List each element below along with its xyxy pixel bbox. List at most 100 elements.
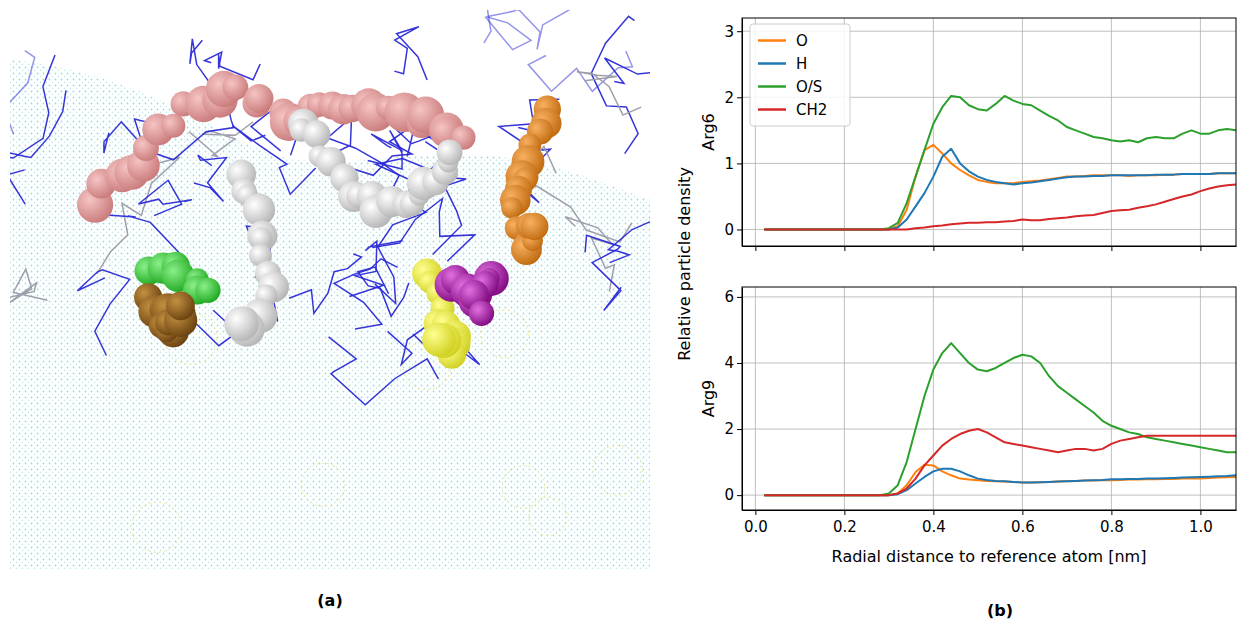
backbone-wire [329,337,439,405]
legend-label: H [796,55,807,73]
solvent-region [10,60,650,570]
y-tick: 2 [724,420,742,438]
legend-label: CH2 [796,101,827,119]
atom-sphere [303,120,331,148]
backbone-wire [394,27,427,80]
y-tick: 3 [724,23,742,41]
series-line [764,469,1236,495]
shared-y-title: Relative particle density [675,167,694,361]
y-tick: 6 [724,288,742,306]
y-tick-mark [737,163,742,164]
x-tick [1111,246,1112,251]
backbone-wire [334,259,398,329]
legend-swatch [758,85,786,88]
x-axis-line [743,510,1237,511]
series-line [764,145,1236,230]
x-tick: 0.2 [833,510,857,536]
x-tick-mark [933,246,934,251]
y-tick: 0 [724,221,742,239]
series-line [764,429,1236,495]
plot-0: 0 1 2 3 Arg6 OHO/SCH2 [699,18,1237,251]
x-tick-label: 0.6 [1011,518,1035,536]
backbone-wire [577,72,641,115]
x-axis: 0.0 0.2 0.4 0.6 0.8 1.0 [743,510,1237,536]
x-axis-title: Radial distance to reference atom [nm] [832,547,1147,566]
atom-sphere [437,140,463,166]
y-axis: 0 1 2 3 [724,19,742,247]
y-tick-mark [737,429,742,430]
x-tick: 0.4 [922,510,946,536]
backbone-wire [10,90,66,204]
legend-swatch [758,108,786,111]
grid-line [1022,18,1023,246]
legend-box [750,24,850,126]
backbone-wire [10,269,47,303]
backbone-wire [194,155,226,201]
solvent-ring [593,446,642,495]
grid-line [742,429,1236,430]
y-tick-label: 2 [724,89,734,107]
backbone-wire [528,51,632,91]
x-tick-mark [1022,510,1023,515]
grid-line [844,287,845,510]
x-tick [844,246,845,251]
x-tick-mark [1200,510,1201,515]
x-tick-label: 1.0 [1189,518,1213,536]
backbone-wire [605,58,650,138]
series-line [764,465,1236,495]
x-tick-label: 0.0 [744,518,768,536]
backbone-wire [10,51,35,136]
figure: 0 1 2 3 Arg6 OHO/SCH2 0.0 0.2 0.4 0.6 0.8 1.0 0 2 4 6 Ar… [0,0,1250,631]
atom-sphere [422,323,456,357]
legend-swatch [758,39,786,42]
backbone-wire [138,180,191,215]
grid-line [755,287,756,510]
y-tick-mark [737,363,742,364]
backbone-wire [585,235,621,310]
x-tick: 1.0 [1189,510,1213,536]
plot-frame [742,287,1236,510]
legend: OHO/SCH2 [750,24,850,126]
legend-swatch [758,62,786,65]
lines [764,343,1236,495]
y-tick-label: 4 [724,354,734,372]
molecule-panel [10,10,650,570]
y-axis-line [742,19,743,247]
y-tick: 2 [724,89,742,107]
x-tick [933,246,934,251]
x-tick-mark [755,246,756,251]
y-tick-label: 2 [724,420,734,438]
y-tick-mark [737,297,742,298]
x-tick [755,246,756,251]
grid-line [1022,287,1023,510]
y-tick-label: 1 [724,155,734,173]
backbone-wire [289,254,361,314]
series-line [764,343,1236,495]
x-tick-mark [1111,510,1112,515]
grid [742,287,1236,510]
backbone-wire [608,217,650,263]
plot-frame [742,18,1236,246]
y-axis-title: Arg6 [699,113,718,151]
grid-line [933,287,934,510]
backbone-wire [484,10,574,49]
x-tick [1022,246,1023,251]
atom-sphere [245,84,274,113]
series-line [764,185,1236,230]
y-axis: 0 2 4 6 [724,288,742,511]
y-tick-label: 0 [724,486,734,504]
solvent-ring [302,463,345,506]
y-tick: 1 [724,155,742,173]
x-tick-mark [1200,246,1201,251]
y-tick: 4 [724,354,742,372]
grid-line [1200,18,1201,246]
x-tick-label: 0.8 [1100,518,1124,536]
atom-sphere [195,278,220,303]
atom-sphere [469,301,494,326]
y-axis-title: Arg9 [699,380,718,418]
x-tick: 0.8 [1100,510,1124,536]
grid-line [742,296,1236,297]
x-axis-line [743,246,1237,247]
atom-sphere [162,114,186,138]
backbone-wire [485,10,531,50]
